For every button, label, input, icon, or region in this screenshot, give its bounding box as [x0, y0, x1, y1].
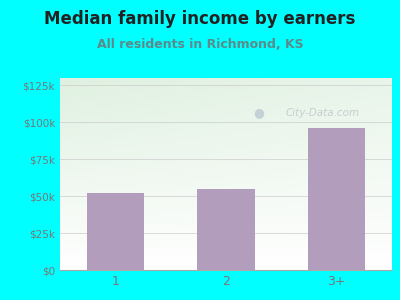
Bar: [197, 189, 255, 270]
Text: ●: ●: [254, 106, 265, 119]
Bar: [197, 189, 255, 270]
Bar: [86, 193, 144, 270]
Text: All residents in Richmond, KS: All residents in Richmond, KS: [97, 38, 303, 50]
Bar: [86, 193, 144, 270]
Bar: [308, 128, 366, 270]
Text: City-Data.com: City-Data.com: [286, 108, 360, 118]
Bar: [308, 128, 366, 270]
Text: Median family income by earners: Median family income by earners: [44, 11, 356, 28]
